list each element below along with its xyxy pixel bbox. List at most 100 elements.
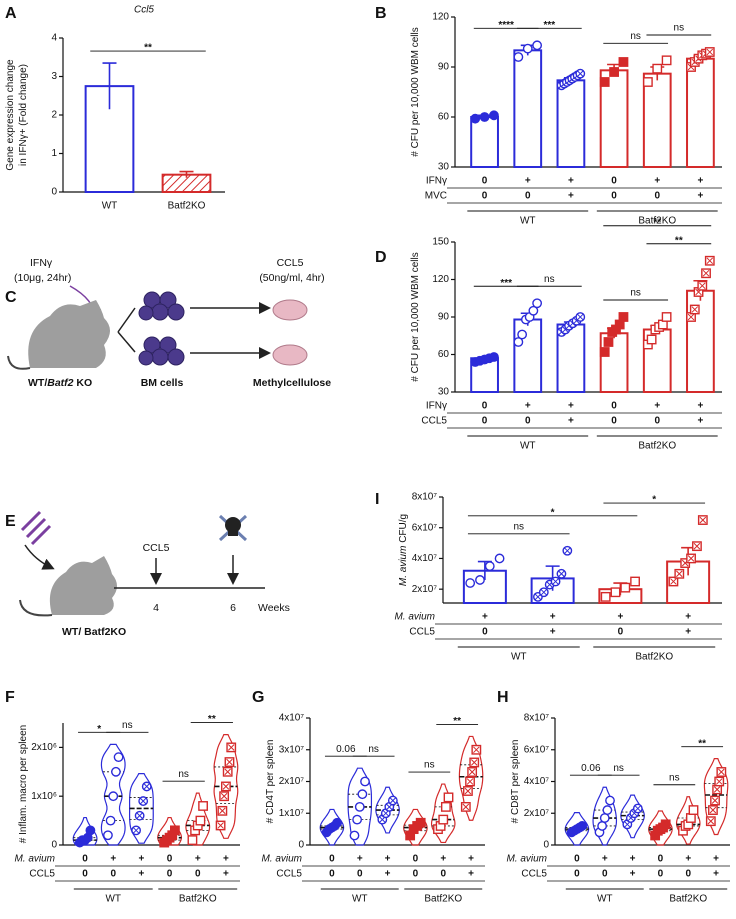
row-value: 0 xyxy=(658,869,664,880)
data-point xyxy=(620,582,631,593)
row-value: + xyxy=(223,869,229,880)
marker-cross xyxy=(540,588,548,596)
stim-dose: (50ng/ml, 4hr) xyxy=(259,272,324,284)
row-value: 0 xyxy=(658,854,664,865)
y-tick-label: 4x10⁷ xyxy=(412,553,438,564)
y-tick-label: 150 xyxy=(432,237,449,248)
data-point xyxy=(415,817,426,828)
marker-cross xyxy=(691,306,699,313)
data-point xyxy=(630,576,640,587)
y-axis-label: Gene expression change xyxy=(5,59,16,171)
y-tick-label: 8x10⁷ xyxy=(412,492,438,503)
marker-cross xyxy=(227,744,235,751)
y-tick-label: 3x10⁷ xyxy=(279,744,305,755)
data-point xyxy=(113,752,124,763)
bar xyxy=(513,318,543,393)
data-point xyxy=(661,312,672,322)
row-value: + xyxy=(713,869,719,880)
y-axis-label: M. avium CFU/g xyxy=(398,514,409,586)
data-point xyxy=(618,312,629,322)
data-point xyxy=(198,801,208,811)
y-tick-label: 30 xyxy=(438,387,450,398)
label-part: # CD8T per spleen xyxy=(510,740,521,824)
marker-cross xyxy=(687,555,695,562)
row-value: 0 xyxy=(413,854,419,865)
data-point xyxy=(599,347,610,357)
marker-cross xyxy=(558,570,565,578)
significance-label: * xyxy=(551,507,555,518)
cell-clusters xyxy=(138,291,185,366)
data-point xyxy=(610,587,621,598)
marker-cross xyxy=(576,313,584,321)
group-label: WT xyxy=(511,652,527,663)
row-value: + xyxy=(357,854,363,865)
marker-cross xyxy=(670,578,677,585)
marker-cross xyxy=(217,822,224,829)
group-label: WT xyxy=(520,441,536,452)
panel-d: D # CFU per 10,000 WBM cells 30 60 90 120 150 I… xyxy=(375,217,722,452)
event: CCL5 xyxy=(143,542,170,554)
y-axis-label: in IFNγ+ (Fold change) xyxy=(18,64,29,166)
label-part: in IFNγ+ (Fold change) xyxy=(18,64,29,166)
violin xyxy=(564,812,590,846)
data-point xyxy=(354,802,365,812)
mouse-tail xyxy=(19,599,53,617)
significance-label: ns xyxy=(544,274,555,285)
panel-f: F # Inflam. macro per spleen 0 1x10⁶ 2x10⁶ M.… xyxy=(5,689,240,905)
row-value: + xyxy=(550,627,556,638)
violin xyxy=(592,786,618,846)
row-value: + xyxy=(697,191,703,202)
violin xyxy=(128,773,154,844)
marker-cross xyxy=(709,806,717,814)
bar xyxy=(513,49,543,168)
violin xyxy=(430,783,456,844)
row-value: + xyxy=(713,854,719,865)
row-value: 0 xyxy=(654,191,660,202)
marker-cross xyxy=(699,516,707,524)
row-name: M. avium xyxy=(506,854,547,865)
significance-label: ** xyxy=(453,716,461,727)
row-name: CCL5 xyxy=(421,416,447,427)
panel-letter: I xyxy=(375,491,379,508)
data-point xyxy=(600,591,611,602)
violin xyxy=(72,816,98,846)
data-point xyxy=(517,329,528,340)
group-label: WT xyxy=(597,894,613,905)
marker-cross xyxy=(634,805,642,812)
data-point xyxy=(597,821,608,831)
data-point xyxy=(642,77,653,87)
row-name: M. avium xyxy=(14,854,55,865)
row-value: 0 xyxy=(329,854,335,865)
row-value: 0 xyxy=(611,191,617,202)
group-label: WT xyxy=(105,894,121,905)
row-value: + xyxy=(685,612,691,623)
significance-label: ** xyxy=(653,217,661,228)
row-value: 0 xyxy=(357,869,363,880)
y-tick-label: 4x10⁷ xyxy=(279,713,305,724)
row-name: MVC xyxy=(425,191,447,202)
significance-label: ns xyxy=(424,760,435,771)
significance-label: **** xyxy=(498,20,514,31)
marker-cross xyxy=(706,257,714,265)
marker-cross xyxy=(462,803,470,811)
y-tick-label: 0 xyxy=(298,840,304,851)
row-value: + xyxy=(385,869,391,880)
row-value: 0 xyxy=(685,869,691,880)
treatment-dose: (10μg, 24hr) xyxy=(14,272,71,284)
data-point xyxy=(443,792,454,803)
label-part: WT/ xyxy=(28,377,47,389)
data-point xyxy=(532,40,543,51)
error-bar xyxy=(102,62,117,110)
panel-letter: C xyxy=(5,289,17,306)
marker-cross xyxy=(718,768,725,776)
y-tick-label: 60 xyxy=(438,349,450,360)
row-value: 0 xyxy=(482,401,488,412)
row-value: + xyxy=(550,612,556,623)
marker-cross xyxy=(220,792,228,800)
y-tick-label: 8x10⁷ xyxy=(524,713,550,724)
y-tick-label: 2x10⁶ xyxy=(31,742,57,753)
data-point xyxy=(661,55,672,66)
marker-cross xyxy=(713,786,721,793)
bacteria-icon xyxy=(20,510,52,546)
y-tick-label: 120 xyxy=(432,12,449,23)
